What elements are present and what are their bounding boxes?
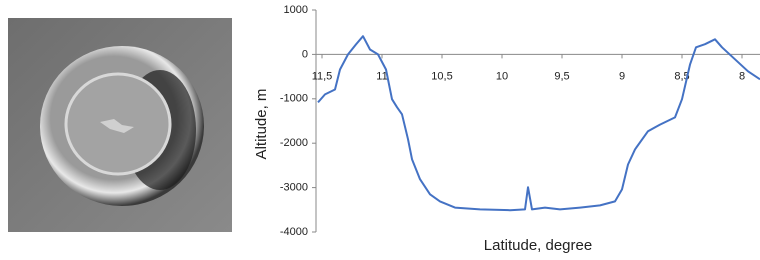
x-axis-title: Latitude, degree [484,237,592,254]
y-tick-label: -1000 [280,93,308,105]
x-tick-label: 8 [739,70,745,82]
x-tick-label: 9 [619,70,625,82]
y-tick-label: 1000 [284,4,308,16]
figure: Altitude, m Latitude, degree -4000 -3000 -… [0,0,760,260]
x-tick-label: 11,5 [312,70,333,82]
x-tick-label: 10 [496,70,508,82]
y-axis-title: Altitude, m [253,89,270,160]
y-tick-label: -2000 [280,137,308,149]
y-tick-label: -4000 [280,226,308,238]
x-tick-label: 9,5 [554,70,569,82]
crater-image [8,18,232,232]
y-tick-label: -3000 [280,182,308,194]
profile-line [318,36,760,210]
y-tick-label: 0 [302,48,308,60]
x-tick-label: 10,5 [431,70,452,82]
